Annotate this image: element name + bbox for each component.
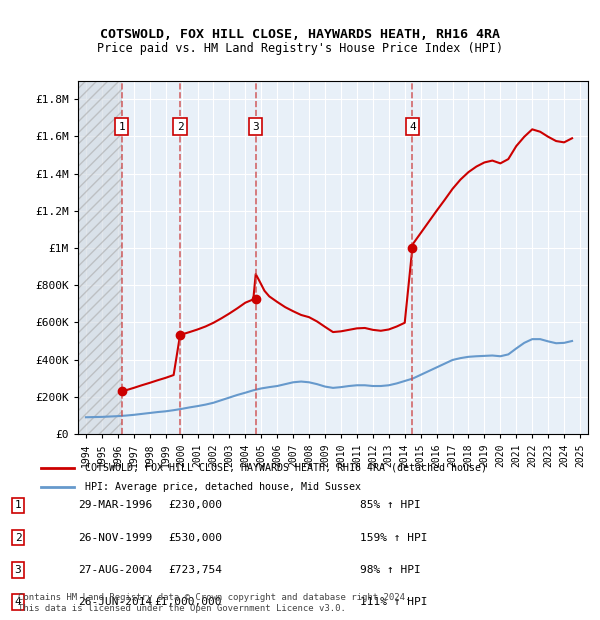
Text: Contains HM Land Registry data © Crown copyright and database right 2024.
This d: Contains HM Land Registry data © Crown c… [18, 593, 410, 613]
Text: 29-MAR-1996: 29-MAR-1996 [78, 500, 152, 510]
Text: £530,000: £530,000 [168, 533, 222, 542]
Text: 1: 1 [14, 500, 22, 510]
Text: 3: 3 [253, 122, 259, 131]
Text: 4: 4 [14, 597, 22, 607]
Text: 2: 2 [14, 533, 22, 542]
Text: 3: 3 [14, 565, 22, 575]
Text: 27-AUG-2004: 27-AUG-2004 [78, 565, 152, 575]
Text: 1: 1 [118, 122, 125, 131]
Text: 159% ↑ HPI: 159% ↑ HPI [360, 533, 427, 542]
Text: 98% ↑ HPI: 98% ↑ HPI [360, 565, 421, 575]
Text: 2: 2 [176, 122, 184, 131]
Text: 26-JUN-2014: 26-JUN-2014 [78, 597, 152, 607]
Text: £230,000: £230,000 [168, 500, 222, 510]
Text: COTSWOLD, FOX HILL CLOSE, HAYWARDS HEATH, RH16 4RA: COTSWOLD, FOX HILL CLOSE, HAYWARDS HEATH… [100, 28, 500, 40]
Text: 111% ↑ HPI: 111% ↑ HPI [360, 597, 427, 607]
Text: £1,000,000: £1,000,000 [155, 597, 222, 607]
Text: HPI: Average price, detached house, Mid Sussex: HPI: Average price, detached house, Mid … [85, 482, 361, 492]
Text: 85% ↑ HPI: 85% ↑ HPI [360, 500, 421, 510]
Text: Price paid vs. HM Land Registry's House Price Index (HPI): Price paid vs. HM Land Registry's House … [97, 42, 503, 55]
Text: 26-NOV-1999: 26-NOV-1999 [78, 533, 152, 542]
Bar [78, 81, 122, 434]
Text: COTSWOLD, FOX HILL CLOSE, HAYWARDS HEATH, RH16 4RA (detached house): COTSWOLD, FOX HILL CLOSE, HAYWARDS HEATH… [85, 463, 487, 473]
Text: 4: 4 [409, 122, 416, 131]
Text: £723,754: £723,754 [168, 565, 222, 575]
